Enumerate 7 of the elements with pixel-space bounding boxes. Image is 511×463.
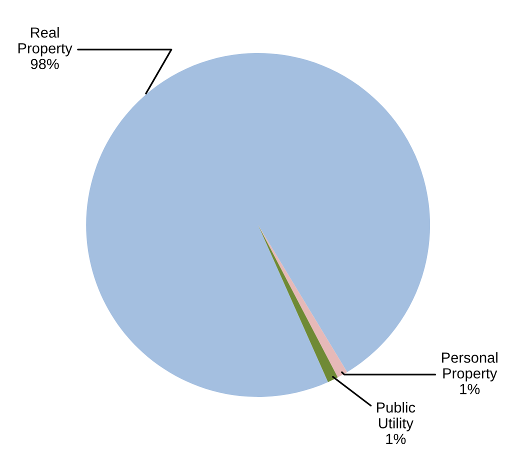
slice-label: Real Property — [18, 27, 72, 56]
data-label: 1% — [460, 384, 480, 394]
data-label: 98% — [30, 58, 59, 70]
slice-label: Public Utility — [377, 402, 416, 432]
data-label: 1% — [386, 434, 406, 444]
slice-label: Personal Property — [442, 352, 498, 382]
pie-slice — [86, 52, 430, 397]
